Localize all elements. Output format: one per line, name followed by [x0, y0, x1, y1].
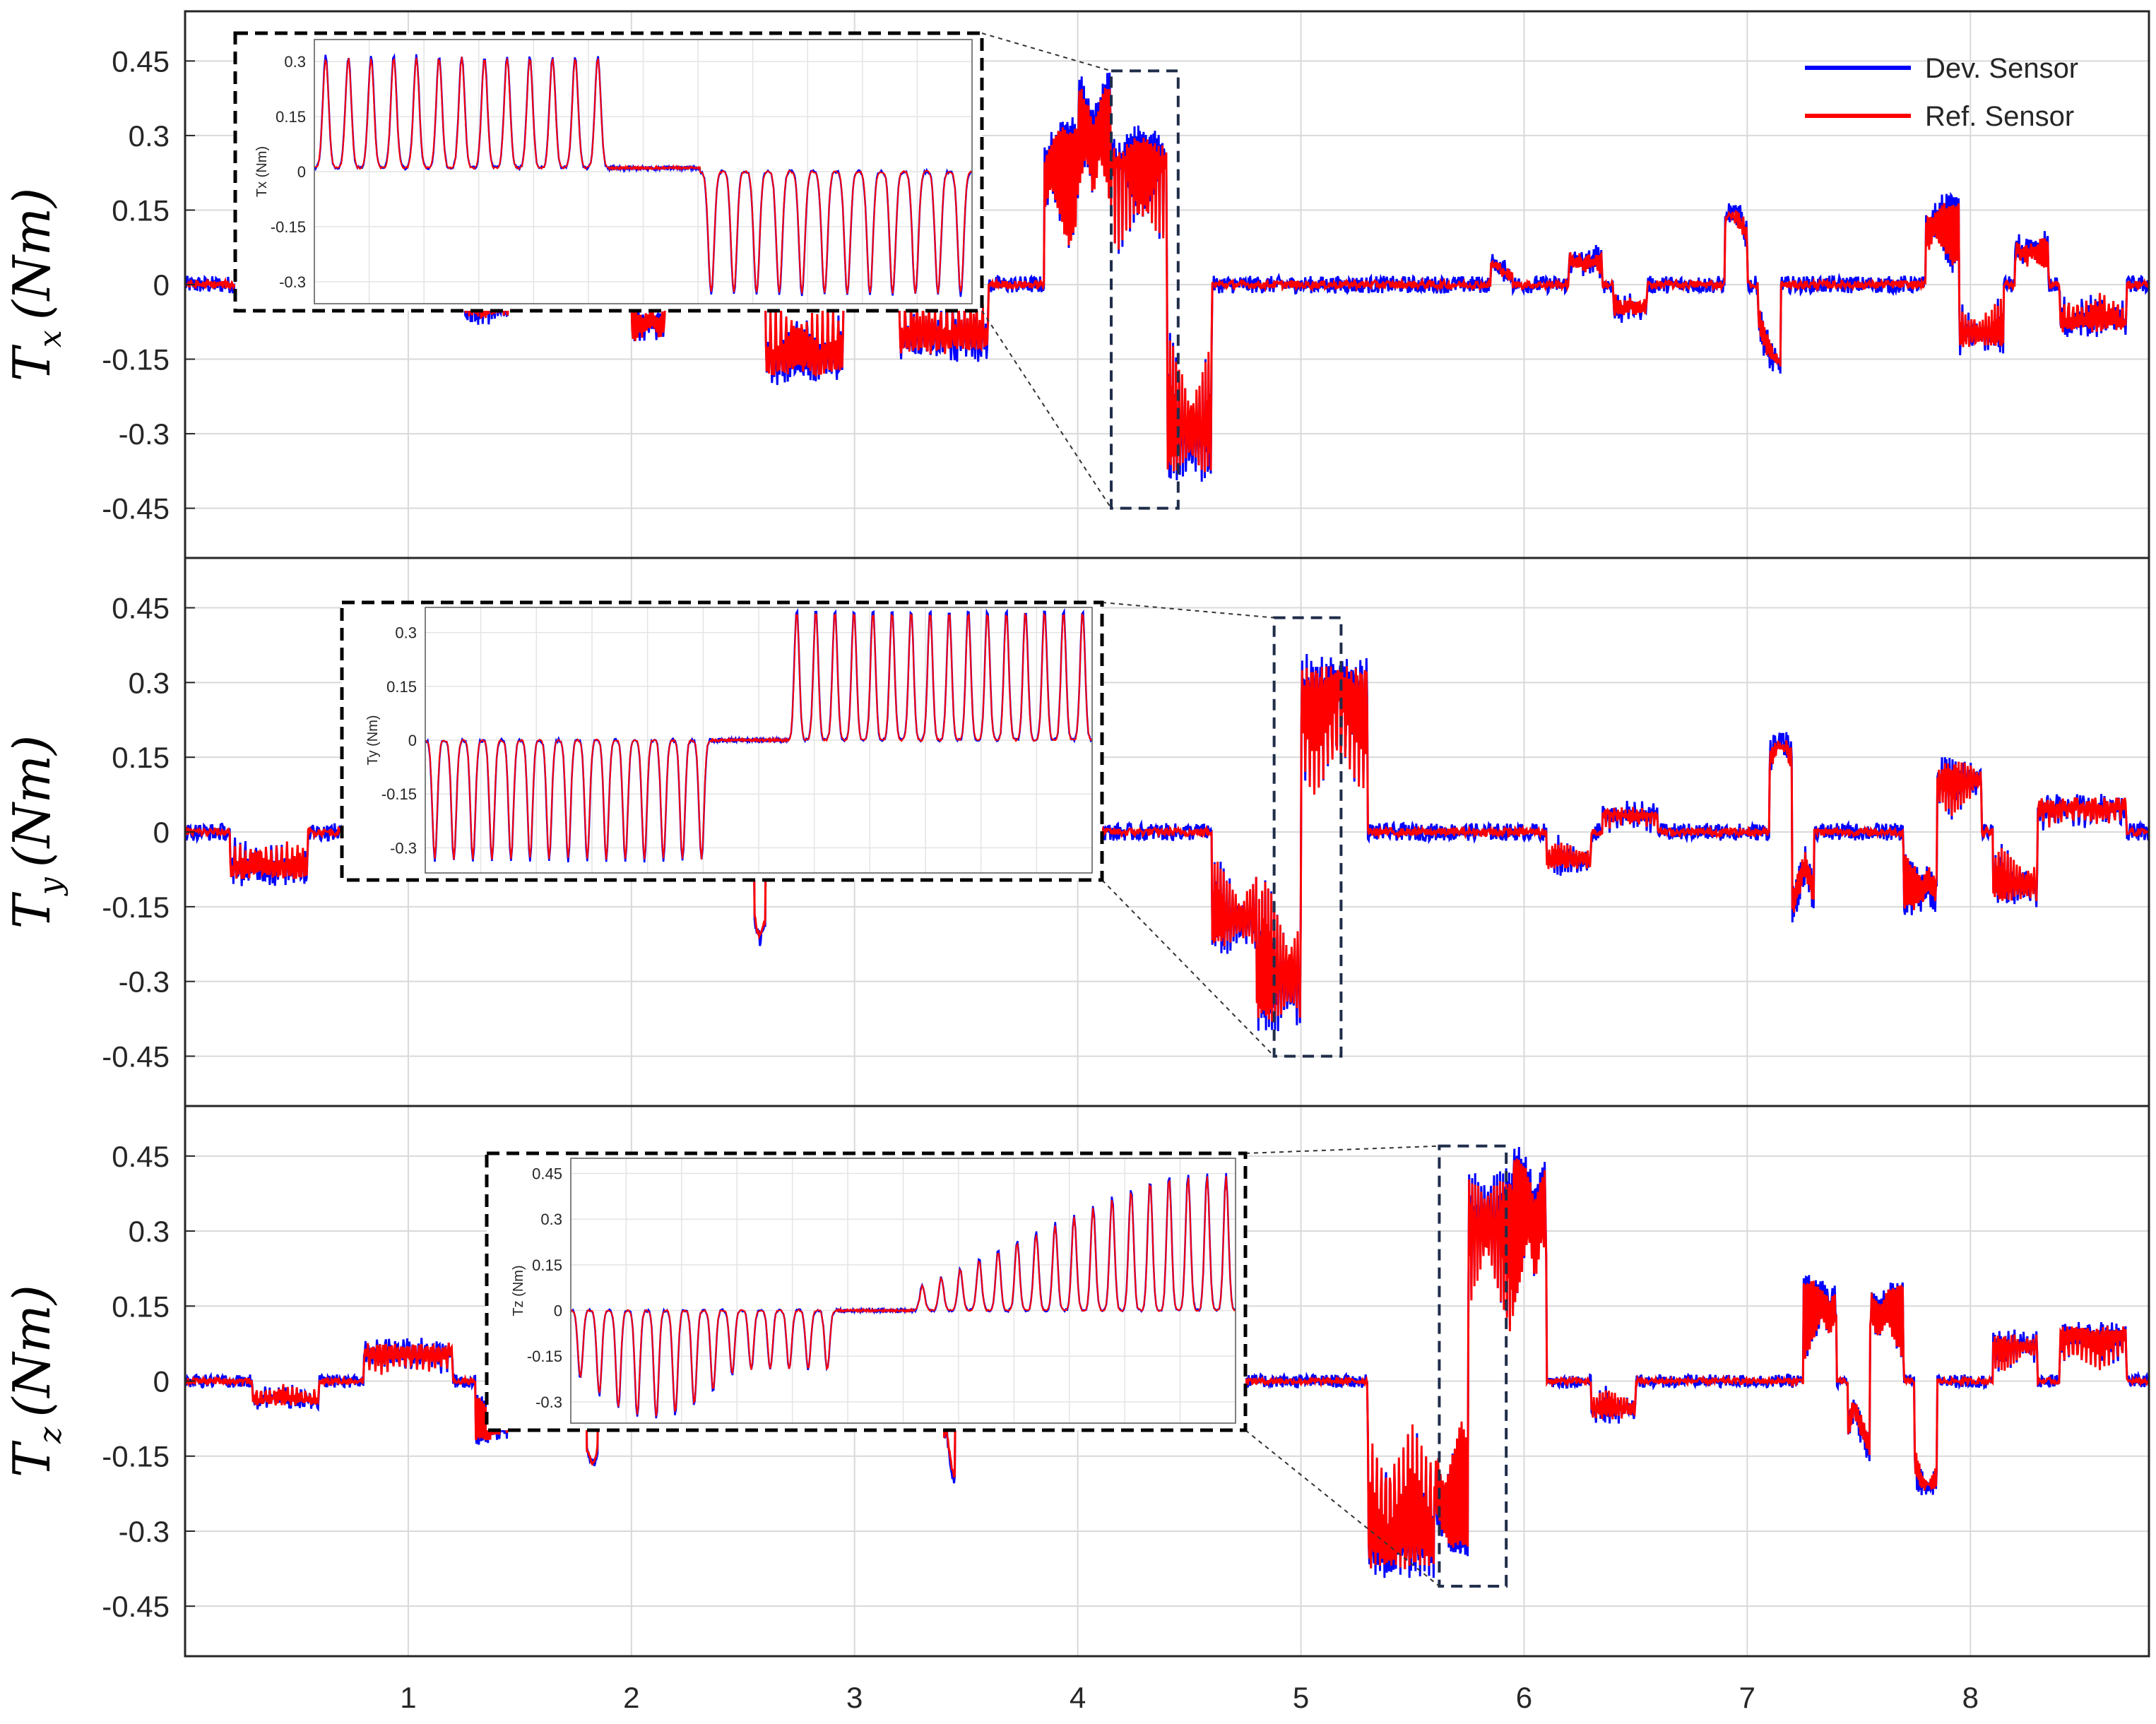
- inset-ref-trace: [425, 612, 1093, 860]
- y-tick-label: -0.45: [102, 1590, 170, 1623]
- inset-tx: 0.3 0.15 0 -0.15 -0.3 Tx (Nm): [233, 31, 1112, 509]
- y-tick-label: -0.45: [102, 492, 170, 525]
- inset-axes-box: [314, 39, 973, 304]
- y-tick-label: 0.45: [112, 44, 170, 78]
- legend-label: Dev. Sensor: [1925, 53, 2078, 84]
- inset-y-tick-label: -0.3: [279, 273, 306, 291]
- y-tick-label: 0.15: [112, 194, 170, 227]
- y-axis-title: Ty(Nm): [2, 735, 69, 929]
- inset-y-tick-label: 0.3: [540, 1211, 562, 1228]
- inset-y-tick-label: 0.15: [276, 108, 306, 126]
- inset-axes-box: [570, 1158, 1236, 1424]
- inset-y-tick-label: -0.15: [527, 1348, 562, 1365]
- x-tick-label: 5: [1293, 1681, 1309, 1714]
- y-tick-label: 0: [153, 1365, 170, 1398]
- y-tick-label: 0.45: [112, 1140, 170, 1173]
- inset-tz: 0.45 0.3 0.15 0 -0.15 -0.3 Tz (Nm): [485, 1145, 1440, 1587]
- inset-y-tick-label: -0.3: [535, 1393, 562, 1411]
- y-tick-label: 0.45: [112, 592, 170, 625]
- inset-axes-box: [425, 607, 1093, 874]
- y-tick-label: -0.3: [119, 1515, 170, 1548]
- y-tick-label: -0.3: [119, 417, 170, 451]
- inset-y-tick-label: -0.15: [271, 218, 306, 236]
- zoom-region-box: [1438, 1144, 1508, 1588]
- zoom-connector-line: [1245, 1145, 1440, 1154]
- y-tick-label: 0: [153, 268, 170, 302]
- panel-tx: 0.450.30.150-0.15-0.3-0.45Tx(Nm)0.30.150…: [2, 10, 2150, 559]
- inset-y-tick-label: 0.15: [386, 678, 417, 696]
- inset-y-tick-label: 0.3: [395, 624, 417, 642]
- inset-y-tick-label: 0.15: [532, 1256, 562, 1274]
- x-tick-label: 2: [623, 1681, 639, 1714]
- inset-y-axis-title: Tz (Nm): [511, 1265, 526, 1316]
- y-tick-label: 0.15: [112, 741, 170, 774]
- x-tick-label: 1: [400, 1681, 416, 1714]
- zoom-connector-line: [1245, 1429, 1440, 1587]
- inset-y-tick-label: 0: [408, 732, 417, 749]
- x-tick-label: 8: [1962, 1681, 1979, 1714]
- y-tick-label: 0: [153, 816, 170, 849]
- inset-y-axis-title: Tx (Nm): [254, 146, 270, 197]
- inset-y-tick-label: -0.15: [381, 785, 417, 803]
- panel-ty: 0.450.30.150-0.15-0.3-0.45Ty(Nm)0.30.150…: [2, 557, 2150, 1107]
- inset-y-tick-label: 0: [297, 163, 306, 181]
- y-axis-title: Tx(Nm): [2, 188, 69, 381]
- zoom-region-box: [1110, 69, 1180, 510]
- y-tick-label: -0.15: [102, 343, 170, 376]
- y-tick-label: -0.45: [102, 1040, 170, 1073]
- inset-y-tick-label: 0.3: [284, 53, 306, 71]
- zoom-connector-line: [1101, 602, 1274, 619]
- figure-frame: [184, 10, 2150, 1658]
- y-tick-label: -0.15: [102, 1440, 170, 1473]
- inset-ref-trace: [570, 1175, 1236, 1417]
- x-tick-label: 7: [1739, 1681, 1755, 1714]
- zoom-connector-line: [981, 310, 1112, 509]
- inset-y-tick-label: 0.45: [532, 1165, 562, 1183]
- inset-frame: [485, 1151, 1248, 1432]
- inset-y-axis-title: Ty (Nm): [365, 715, 381, 765]
- legend-label: Ref. Sensor: [1925, 101, 2074, 132]
- zoom-region-box: [1272, 616, 1343, 1058]
- y-tick-label: -0.3: [119, 965, 170, 999]
- y-tick-label: 0.3: [129, 1215, 170, 1248]
- inset-y-tick-label: -0.3: [390, 839, 417, 857]
- y-tick-label: 0.15: [112, 1290, 170, 1323]
- y-tick-label: 0.3: [129, 666, 170, 699]
- y-tick-label: -0.15: [102, 891, 170, 924]
- y-tick-label: 0.3: [129, 119, 170, 153]
- inset-ty: 0.3 0.15 0 -0.15 -0.3 Ty (Nm): [340, 600, 1275, 1057]
- panel-tz: 0.450.30.150-0.15-0.3-0.45Tz(Nm)0.450.30…: [2, 1105, 2150, 1658]
- inset-ref-trace: [314, 57, 973, 295]
- x-tick-label: 6: [1516, 1681, 1532, 1714]
- zoom-connector-line: [1101, 879, 1275, 1057]
- zoom-connector-line: [981, 32, 1112, 72]
- inset-y-tick-label: 0: [554, 1302, 562, 1320]
- x-tick-label: 4: [1070, 1681, 1086, 1714]
- y-axis-title: Tz(Nm): [2, 1285, 69, 1478]
- x-tick-label: 3: [846, 1681, 863, 1714]
- legend: Dev. Sensor Ref. Sensor: [1805, 53, 2078, 132]
